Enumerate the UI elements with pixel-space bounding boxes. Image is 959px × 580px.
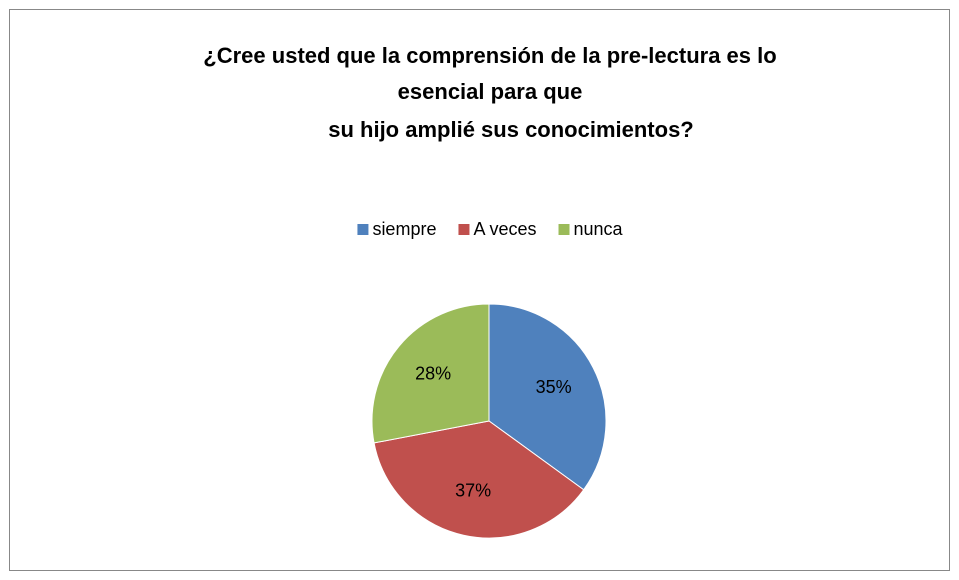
legend-label: A veces	[473, 219, 536, 239]
pie-slice	[371, 303, 490, 444]
chart-title: su hijo amplié sus conocimientos?	[328, 117, 694, 142]
data-label: 37%	[455, 481, 491, 501]
chart-title: esencial para que	[398, 79, 583, 104]
pie-slice	[488, 303, 607, 491]
chart-title: ¿Cree usted que la comprensión de la pre…	[203, 43, 776, 68]
data-label: 28%	[415, 364, 451, 384]
legend-label: siempre	[372, 219, 436, 239]
legend-label: nunca	[574, 219, 624, 239]
pie-slice	[373, 420, 585, 539]
legend-swatch	[357, 224, 369, 235]
legend-swatch	[558, 224, 570, 235]
legend-swatch	[458, 224, 470, 235]
data-label: 35%	[536, 377, 572, 397]
